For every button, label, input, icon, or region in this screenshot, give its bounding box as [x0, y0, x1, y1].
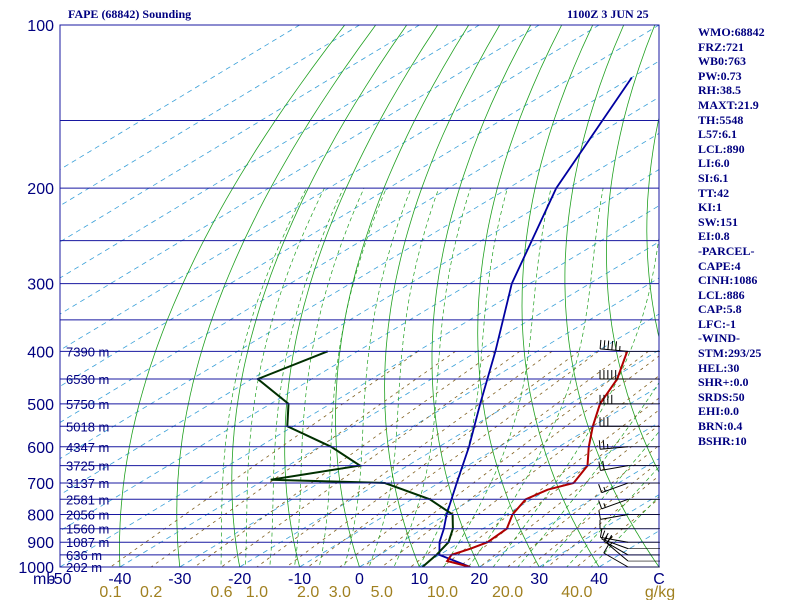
mixing-ratio-label: 0.1: [99, 584, 121, 600]
index-line: LCL:890: [698, 142, 765, 157]
pressure-tick-label: 100: [27, 18, 54, 35]
pressure-tick-label: 500: [27, 397, 54, 414]
height-label: 2581 m: [66, 492, 109, 507]
temperature-tick-label: -50: [48, 571, 71, 588]
index-line: LI:6.0: [698, 156, 765, 171]
index-line: TH:5548: [698, 113, 765, 128]
chart-datetime: 1100Z 3 JUN 25: [567, 7, 649, 22]
index-line: CINH:1086: [698, 273, 765, 288]
mixing-ratio-label: 1.0: [246, 584, 268, 600]
index-line: PW:0.73: [698, 69, 765, 84]
mixing-ratio-label: 0.6: [210, 584, 232, 600]
temperature-tick-label: -30: [168, 571, 191, 588]
pressure-tick-label: 600: [27, 440, 54, 457]
height-label: 2056 m: [66, 507, 109, 522]
index-line: MAXT:21.9: [698, 98, 765, 113]
index-line: HEL:30: [698, 361, 765, 376]
pressure-tick-label: 800: [27, 507, 54, 524]
height-label: 5750 m: [66, 397, 109, 412]
index-line: TT:42: [698, 186, 765, 201]
index-line: SRDS:50: [698, 390, 765, 405]
index-line: RH:38.5: [698, 83, 765, 98]
index-line: EI:0.8: [698, 229, 765, 244]
pressure-tick-label: 200: [27, 181, 54, 198]
temperature-tick-label: 0: [355, 571, 364, 588]
chart-title: FAPE (68842) Sounding: [68, 7, 191, 22]
mixing-ratio-label: 3.0: [329, 584, 351, 600]
index-line: SI:6.1: [698, 171, 765, 186]
index-line: -WIND-: [698, 331, 765, 346]
height-label: 5018 m: [66, 419, 109, 434]
mixing-ratio-label: 10.0: [427, 584, 458, 600]
index-line: LFC:-1: [698, 317, 765, 332]
index-line: SW:151: [698, 215, 765, 230]
index-line: BSHR:10: [698, 434, 765, 449]
height-label: 1087 m: [66, 535, 109, 550]
index-line: -PARCEL-: [698, 244, 765, 259]
mixing-ratio-label: 5.0: [371, 584, 393, 600]
temperature-tick-label: 20: [470, 571, 488, 588]
height-label: 6530 m: [66, 372, 109, 387]
index-line: FRZ:721: [698, 40, 765, 55]
temperature-tick-label: 10: [411, 571, 429, 588]
height-label: 3725 m: [66, 459, 109, 474]
pressure-tick-label: 400: [27, 344, 54, 361]
temperature-tick-label: 30: [530, 571, 548, 588]
mixing-ratio-unit: g/kg: [645, 584, 675, 600]
height-label: 4347 m: [66, 440, 109, 455]
mixing-ratio-label: 40.0: [561, 584, 592, 600]
index-line: KI:1: [698, 200, 765, 215]
index-line: WB0:763: [698, 54, 765, 69]
index-line: EHI:0.0: [698, 404, 765, 419]
index-line: WMO:68842: [698, 25, 765, 40]
index-line: CAP:5.8: [698, 302, 765, 317]
mixing-ratio-label: 20.0: [492, 584, 523, 600]
pressure-tick-label: 900: [27, 535, 54, 552]
index-line: SHR+:0.0: [698, 375, 765, 390]
mixing-ratio-label: 2.0: [297, 584, 319, 600]
index-line: STM:293/25: [698, 346, 765, 361]
index-line: CAPE:4: [698, 259, 765, 274]
pressure-tick-label: 700: [27, 476, 54, 493]
index-line: BRN:0.4: [698, 419, 765, 434]
temperature-tick-label: 40: [590, 571, 608, 588]
pressure-tick-label: 300: [27, 277, 54, 294]
mixing-ratio-label: 0.2: [140, 584, 162, 600]
height-label: 3137 m: [66, 476, 109, 491]
height-label: 1560 m: [66, 522, 109, 537]
index-line: L57:6.1: [698, 127, 765, 142]
height-label: 7390 m: [66, 344, 109, 359]
index-line: LCL:886: [698, 288, 765, 303]
